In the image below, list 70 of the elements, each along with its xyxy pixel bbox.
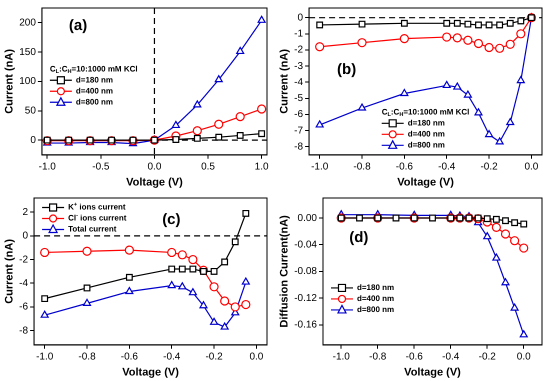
x-tick-label: -0.8 (369, 352, 387, 363)
y-tick-label: -8 (294, 141, 304, 152)
annotation: (a) (68, 16, 88, 34)
legend-label: d=180 nm (76, 75, 114, 84)
legend-label: d=400 nm (356, 294, 394, 304)
y-axis-title: Diffusion Current(nA) (278, 214, 291, 328)
x-tick-label: 0.0 (147, 162, 162, 173)
y-tick-label: 0 (30, 134, 36, 146)
y-tick-label: -0.16 (294, 320, 318, 331)
y-tick-label: -3 (294, 60, 304, 72)
legend-label: d=800 nm (76, 97, 114, 106)
x-tick-label: -0.6 (406, 352, 424, 363)
legend-label: d=180 nm (408, 118, 445, 128)
x-tick-label: -0.4 (442, 352, 460, 363)
y-tick-label: -8 (19, 325, 29, 336)
y-tick-label: -6 (19, 302, 29, 313)
y-tick-label: 0 (22, 230, 29, 242)
x-tick-label: 0.0 (516, 352, 532, 363)
x-tick-label: -0.4 (438, 162, 456, 173)
y-tick-label: -1 (294, 28, 304, 40)
x-tick-label: -1.0 (36, 352, 54, 363)
y-tick-label: 50 (24, 106, 36, 117)
y-tick-label: 200 (19, 17, 36, 28)
x-tick-label: -0.6 (396, 162, 414, 173)
x-tick-label: -0.4 (163, 352, 181, 363)
legend-label: Total current (68, 224, 117, 234)
y-tick-label: 100 (19, 76, 36, 88)
legend-label: d=800 nm (356, 305, 394, 314)
x-tick-label: -1.0 (332, 352, 350, 363)
y-tick-label: -2 (294, 44, 304, 56)
x-tick-label: 0.0 (249, 352, 264, 363)
y-tick-label: -5 (294, 93, 304, 104)
x-axis-title: Voltage (V) (126, 176, 184, 188)
y-axis-title: Current (nA) (4, 48, 16, 114)
legend-label: d=400 nm (76, 86, 114, 96)
y-tick-label: -7 (294, 125, 304, 136)
x-tick-label: 0.5 (201, 162, 216, 173)
x-tick-label: 1.0 (254, 162, 270, 173)
y-tick-label: -2 (19, 254, 29, 266)
x-axis-title: Voltage (V) (122, 366, 180, 378)
x-tick-label: -0.8 (78, 352, 96, 363)
x-tick-label: -1.0 (38, 162, 56, 173)
y-tick-label: -0.12 (294, 292, 318, 304)
y-tick-label: -4 (294, 76, 304, 88)
y-tick-label: -0.04 (294, 239, 318, 250)
legend-label: d=180 nm (356, 283, 394, 292)
x-tick-label: -0.2 (205, 352, 224, 363)
annotation: (c) (162, 211, 181, 228)
y-tick-label: 0 (298, 12, 304, 24)
y-axis-title: Current (nA) (4, 238, 16, 304)
x-tick-label: -1.0 (311, 162, 329, 173)
annotation: (d) (349, 228, 368, 246)
legend-label: d=400 nm (408, 130, 445, 139)
x-axis-title: Voltage (V) (397, 176, 454, 188)
legend-label: d=800 nm (408, 140, 445, 150)
y-tick-label: -6 (294, 109, 304, 120)
x-tick-label: -0.8 (353, 162, 372, 173)
y-axis-title: Current (nA) (278, 48, 291, 114)
annotation: (b) (337, 60, 356, 78)
y-tick-label: 150 (19, 46, 36, 58)
x-tick-label: -0.5 (92, 162, 110, 173)
x-tick-label: -0.6 (120, 352, 138, 363)
y-tick-label: 0.00 (298, 212, 318, 224)
x-tick-label: 0.0 (524, 162, 539, 173)
y-tick-label: 2 (22, 206, 29, 218)
x-tick-label: -0.2 (478, 352, 496, 363)
y-tick-label: -0.08 (294, 266, 318, 278)
x-tick-label: -0.2 (480, 162, 498, 173)
y-tick-label: -4 (19, 278, 29, 289)
x-axis-title: Voltage (V) (404, 366, 462, 378)
